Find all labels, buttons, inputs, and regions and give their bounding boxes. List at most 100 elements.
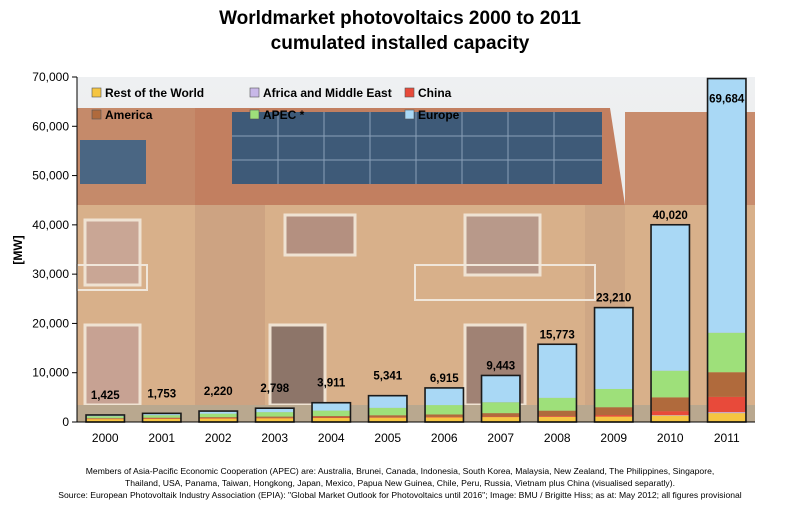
x-tick-label: 2001 bbox=[148, 431, 175, 445]
bar-segment-apec bbox=[594, 388, 633, 408]
plot-area: 1,425 1,753 2,220 2,798 3,911 5,341 6,915 9,443… bbox=[85, 77, 747, 423]
bar-total-label: 23,210 bbox=[596, 293, 631, 305]
bar-segment-america bbox=[86, 418, 125, 419]
x-tick-label: 2004 bbox=[318, 431, 345, 445]
y-tick-label: 20,000 bbox=[32, 316, 69, 330]
x-tick-label: 2000 bbox=[92, 431, 119, 445]
bar-segment-rest-of-the-world bbox=[255, 418, 294, 422]
bar-segment-apec bbox=[425, 405, 464, 415]
bar-total-label: 1,753 bbox=[147, 388, 176, 400]
bar-segment-europe bbox=[425, 387, 464, 406]
y-axis-label: [MW] bbox=[11, 235, 25, 264]
legend: Rest of the World Africa and Middle East C… bbox=[91, 86, 460, 122]
bar-segment-china bbox=[312, 417, 351, 419]
legend-label: China bbox=[418, 86, 452, 100]
photovoltaics-bar-chart: 1,425 1,753 2,220 2,798 3,911 5,341 6,915 9,443… bbox=[11, 70, 755, 445]
bar-segment-europe bbox=[312, 402, 351, 411]
bar-segment-china bbox=[707, 396, 746, 413]
legend-swatch bbox=[249, 87, 260, 98]
bar-total-label: 15,773 bbox=[540, 329, 575, 341]
chart-subtitle: cumulated installed capacity bbox=[270, 33, 530, 54]
x-tick-label: 2009 bbox=[600, 431, 627, 445]
bar-segment-america bbox=[312, 416, 351, 418]
footnote-source: Source: European Photovoltaik Industry A… bbox=[58, 490, 742, 500]
bar-segment-america bbox=[538, 410, 577, 417]
x-tick-label: 2011 bbox=[714, 431, 740, 445]
bar-segment-apec bbox=[312, 410, 351, 417]
bar-segment-china bbox=[481, 416, 520, 418]
bar-segment-america bbox=[594, 407, 633, 416]
legend-label: Rest of the World bbox=[105, 86, 204, 100]
x-tick-label: 2007 bbox=[487, 431, 514, 445]
bar-segment-rest-of-the-world bbox=[651, 415, 690, 422]
bar-segment-america bbox=[481, 413, 520, 417]
bar-segment-africa-and-middle-east bbox=[707, 412, 746, 414]
bar-segment-rest-of-the-world bbox=[707, 413, 746, 422]
chart-title: Worldmarket photovoltaics 2000 to 2011 bbox=[219, 8, 581, 29]
bar-total-label: 69,684 bbox=[709, 94, 745, 106]
bar-segment-rest-of-the-world bbox=[312, 417, 351, 422]
bar-segment-rest-of-the-world bbox=[538, 416, 577, 422]
x-tick-label: 2005 bbox=[374, 431, 401, 445]
axes: 0 10,000 20,000 30,000 40,000 50,000 60,000 70,… bbox=[32, 70, 755, 445]
bar-segment-america bbox=[651, 397, 690, 412]
bar-total-label: 1,425 bbox=[91, 390, 120, 402]
bar-segment-apec bbox=[707, 332, 746, 373]
bar-segment-europe bbox=[199, 411, 238, 414]
legend-label: Europe bbox=[418, 108, 460, 122]
legend-swatch bbox=[404, 87, 415, 98]
footnote-apec-2: Thailand, USA, Panama, Taiwan, Hongkong,… bbox=[125, 478, 675, 488]
bar-segment-america bbox=[255, 416, 294, 418]
bar-segment-china bbox=[86, 418, 125, 420]
bar-total-label: 5,341 bbox=[373, 371, 402, 383]
bar-segment-rest-of-the-world bbox=[199, 418, 238, 422]
x-tick-label: 2002 bbox=[205, 431, 232, 445]
bar-total-label: 2,798 bbox=[260, 383, 289, 395]
bar-segment-europe bbox=[594, 307, 633, 389]
footnote-apec-1: Members of Asia-Pacific Economic Coopera… bbox=[85, 466, 715, 476]
y-tick-label: 60,000 bbox=[32, 119, 69, 133]
x-tick-label: 2006 bbox=[431, 431, 458, 445]
legend-swatch bbox=[249, 109, 260, 120]
bar-segment-china bbox=[142, 418, 181, 419]
bar-segment-africa-and-middle-east bbox=[651, 415, 690, 416]
bar-total-label: 6,915 bbox=[430, 373, 459, 385]
bar-segment-europe bbox=[481, 375, 520, 403]
bar-segment-europe bbox=[651, 224, 690, 371]
bar-segment-china bbox=[651, 411, 690, 416]
y-tick-label: 50,000 bbox=[32, 169, 69, 183]
bar-segment-apec bbox=[481, 402, 520, 414]
legend-swatch bbox=[404, 109, 415, 120]
chart-title-block: Worldmarket photovoltaics 2000 to 2011 c… bbox=[0, 6, 800, 56]
legend-label: America bbox=[105, 108, 153, 122]
bar-segment-apec bbox=[538, 397, 577, 411]
y-tick-label: 30,000 bbox=[32, 267, 69, 281]
bar-segment-europe bbox=[707, 78, 746, 333]
bar-segment-apec bbox=[86, 416, 125, 419]
bar-segment-rest-of-the-world bbox=[594, 416, 633, 422]
bar-segment-china bbox=[594, 415, 633, 417]
bar-segment-america bbox=[142, 417, 181, 419]
legend-swatch bbox=[91, 87, 102, 98]
bar-segment-rest-of-the-world bbox=[368, 417, 407, 422]
x-tick-label: 2003 bbox=[261, 431, 288, 445]
bar-segment-apec bbox=[651, 370, 690, 398]
y-tick-label: 0 bbox=[62, 415, 69, 429]
legend-label: APEC * bbox=[263, 108, 305, 122]
y-tick-label: 10,000 bbox=[32, 366, 69, 380]
bar-segment-america bbox=[199, 417, 238, 419]
bar-segment-apec bbox=[368, 407, 407, 416]
bar-segment-europe bbox=[142, 413, 181, 416]
bar-segment-america bbox=[368, 415, 407, 418]
legend-label: Africa and Middle East bbox=[263, 86, 392, 100]
bar-segment-rest-of-the-world bbox=[86, 418, 125, 422]
bar-segment-china bbox=[538, 416, 577, 417]
bar-segment-europe bbox=[255, 408, 294, 413]
bar-segment-europe bbox=[368, 395, 407, 408]
bar-segment-apec bbox=[255, 412, 294, 417]
y-tick-label: 40,000 bbox=[32, 218, 69, 232]
bar-segment-rest-of-the-world bbox=[425, 417, 464, 422]
bar-segment-america bbox=[707, 372, 746, 397]
bar-total-label: 40,020 bbox=[653, 210, 688, 222]
bar-segment-apec bbox=[142, 415, 181, 418]
